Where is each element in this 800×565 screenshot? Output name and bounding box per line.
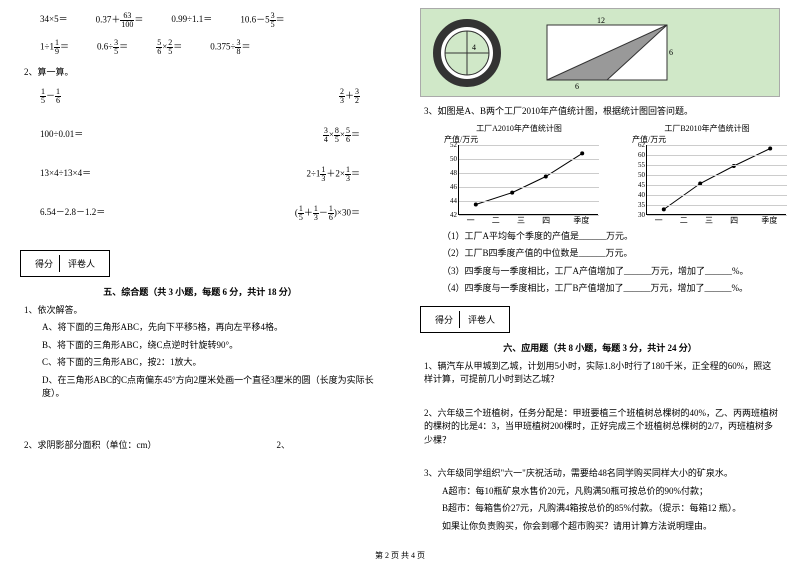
eq: 13×4÷13×4＝	[40, 166, 91, 183]
ytick-label: 45	[631, 181, 645, 189]
q3-3: （3）四季度与一季度相比，工厂A产值增加了______万元，增加了______%…	[442, 265, 780, 279]
ytick-label: 60	[631, 151, 645, 159]
xtick-label: 四	[730, 215, 738, 226]
eq: 34×85×56＝	[323, 127, 360, 144]
equation-row-2: 1÷119＝ 0.6÷35＝ 56×25＝ 0.375÷38＝	[40, 39, 380, 56]
circle-icon: 4	[427, 18, 517, 88]
q1d: D、在三角形ABC的C点南偏东45°方向2厘米处画一个直径3厘米的圆（长度为实际…	[42, 374, 380, 401]
eq: 1÷119＝	[40, 39, 69, 56]
ytick-label: 48	[443, 169, 457, 177]
qr3b: B超市：每箱售价27元，凡购满4箱按总价的85%付款。（提示：每箱12 瓶）。	[442, 502, 780, 516]
grader-label: 评卷人	[462, 311, 501, 328]
qr3c: 如果让你负责购买，你会到哪个超市购买？请用计算方法说明理由。	[442, 520, 780, 534]
xtick-label: 三	[517, 215, 525, 226]
ytick-label: 52	[443, 141, 457, 149]
ytick-label: 30	[631, 211, 645, 219]
page-footer: 第 2 页 共 4 页	[0, 550, 800, 561]
svg-text:6: 6	[575, 82, 579, 90]
q1: 1、依次解答。	[24, 304, 380, 318]
qr3a: A超市：每10瓶矿泉水售价20元，凡购满50瓶可按总价的90%付款；	[442, 485, 780, 499]
qr1: 1、辆汽车从甲城到乙城，计划用5小时，实际1.8小时行了180千米，正全程的60…	[424, 360, 780, 387]
q2: 2、求阴影部分面积（单位：cm）2、	[24, 439, 380, 453]
section-6-title: 六、应用题（共 8 小题，每题 3 分，共计 24 分）	[420, 341, 780, 354]
svg-text:4: 4	[472, 43, 476, 52]
xlabel: 季度	[573, 215, 589, 226]
equation-row-1: 34×5＝ 0.37＋63100＝ 0.99÷1.1＝ 10.6－535＝	[40, 12, 380, 29]
chart-b-ylabel: 产值/万元	[632, 134, 786, 145]
q3-1: （1）工厂A平均每个季度的产值是______万元。	[442, 230, 780, 244]
grader-label: 评卷人	[62, 255, 101, 272]
qr2: 2、六年级三个班植树，任务分配是：甲班要植三个班植树总棵树的40%，乙、丙两班植…	[424, 407, 780, 448]
eq: 34×5＝	[40, 12, 68, 29]
q1c: C、将下面的三角形ABC，按2：1放大。	[42, 356, 380, 370]
ytick-label: 46	[443, 183, 457, 191]
q1b: B、将下面的三角形ABC，绕C点逆时针旋转90°。	[42, 339, 380, 353]
ytick-label: 50	[631, 171, 645, 179]
eq: 15－16	[40, 88, 61, 105]
ytick-label: 44	[443, 197, 457, 205]
section-5-title: 五、综合题（共 3 小题，每题 6 分，共计 18 分）	[20, 285, 380, 298]
eq: 2÷113＋2×13＝	[306, 166, 360, 183]
eq: 100÷0.01＝	[40, 127, 83, 144]
eq: 56×25＝	[156, 39, 182, 56]
xtick-label: 三	[705, 215, 713, 226]
ytick-label: 62	[631, 141, 645, 149]
eq: 6.54－2.8－1.2＝	[40, 205, 105, 222]
score-label: 得分	[29, 255, 60, 272]
geometry-figures: 4 12 6 6	[420, 8, 780, 97]
eq: 0.375÷38＝	[210, 39, 250, 56]
ytick-label: 55	[631, 161, 645, 169]
svg-text:6: 6	[669, 48, 673, 57]
score-box: 得分 评卷人	[420, 306, 510, 333]
ytick-label: 35	[631, 201, 645, 209]
calc-title: 2、算一算。	[24, 66, 380, 80]
chart-b: 工厂B2010年产值统计图 产值/万元 30 35 40 45 50 55 60 62 一 二 三…	[628, 123, 786, 226]
ytick-label: 40	[631, 191, 645, 199]
xtick-label: 四	[542, 215, 550, 226]
q3: 3、如图是A、B两个工厂2010年产值统计图，根据统计图回答问题。	[424, 105, 780, 119]
xtick-label: 一	[467, 215, 475, 226]
triangle-icon: 12 6 6	[537, 15, 677, 90]
svg-text:12: 12	[597, 16, 605, 25]
q3-4: （4）四季度与一季度相比，工厂B产值增加了______万元，增加了______%…	[442, 282, 780, 296]
eq: 0.37＋63100＝	[96, 12, 144, 29]
ytick-label: 42	[443, 211, 457, 219]
chart-a: 工厂A2010年产值统计图 产值/万元 42 44 46 48 50 52 一 二 三 四 季度	[440, 123, 598, 226]
eq: 0.6÷35＝	[97, 39, 128, 56]
eq: 23＋32	[339, 88, 360, 105]
xtick-label: 一	[655, 215, 663, 226]
xlabel: 季度	[761, 215, 777, 226]
q1a: A、将下面的三角形ABC，先向下平移5格，再向左平移4格。	[42, 321, 380, 335]
eq: (15＋13－16)×30＝	[295, 205, 360, 222]
xtick-label: 二	[680, 215, 688, 226]
chart-a-ylabel: 产值/万元	[444, 134, 598, 145]
q3-2: （2）工厂B四季度产值的中位数是______万元。	[442, 247, 780, 261]
score-label: 得分	[429, 311, 460, 328]
ytick-label: 50	[443, 155, 457, 163]
qr3: 3、六年级同学组织"六一"庆祝活动，需要给48名同学购买同样大小的矿泉水。	[424, 467, 780, 481]
xtick-label: 二	[492, 215, 500, 226]
eq: 0.99÷1.1＝	[171, 12, 212, 29]
eq: 10.6－535＝	[240, 12, 284, 29]
chart-a-title: 工厂A2010年产值统计图	[440, 123, 598, 134]
chart-b-title: 工厂B2010年产值统计图	[628, 123, 786, 134]
score-box: 得分 评卷人	[20, 250, 110, 277]
